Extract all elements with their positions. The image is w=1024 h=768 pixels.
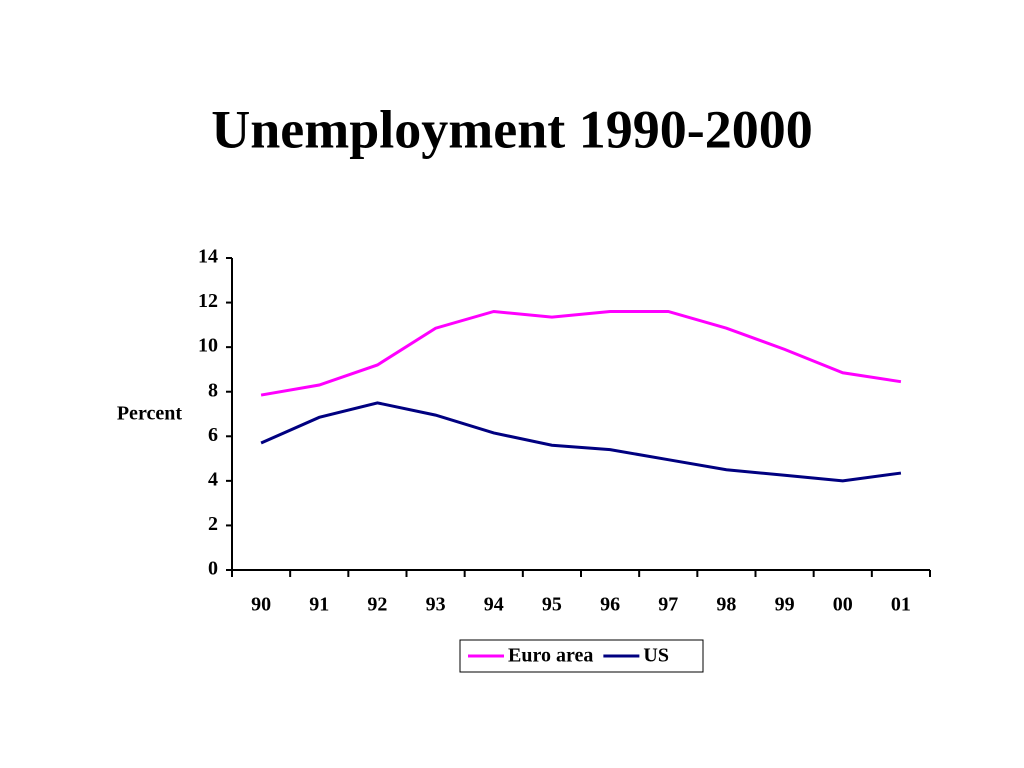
x-tick-label: 99 (775, 594, 795, 616)
series-line (260, 401, 902, 483)
series-line (260, 309, 902, 397)
x-tick-label: 94 (484, 594, 504, 616)
y-tick-label: 4 (208, 468, 218, 490)
y-tick-label: 2 (208, 513, 218, 535)
x-tick-label: 93 (426, 594, 446, 616)
x-tick-label: 00 (833, 594, 853, 616)
x-tick-label: 98 (716, 594, 736, 616)
legend-label: Euro area (508, 645, 593, 667)
x-tick-label: 96 (600, 594, 620, 616)
chart-title: Unemployment 1990-2000 (211, 99, 812, 159)
x-tick-label: 97 (658, 594, 678, 616)
x-tick-label: 95 (542, 594, 562, 616)
y-tick-label: 8 (208, 379, 218, 401)
y-tick-label: 14 (198, 246, 218, 268)
legend-label: US (643, 645, 669, 667)
x-tick-label: 91 (309, 594, 329, 616)
x-tick-label: 90 (251, 594, 271, 616)
y-axis-label: Percent (117, 403, 182, 425)
y-tick-label: 6 (208, 424, 218, 446)
y-tick-label: 12 (198, 290, 218, 312)
y-tick-label: 10 (198, 335, 218, 357)
x-tick-label: 92 (367, 594, 387, 616)
x-tick-label: 01 (891, 594, 911, 616)
y-tick-label: 0 (208, 558, 218, 580)
